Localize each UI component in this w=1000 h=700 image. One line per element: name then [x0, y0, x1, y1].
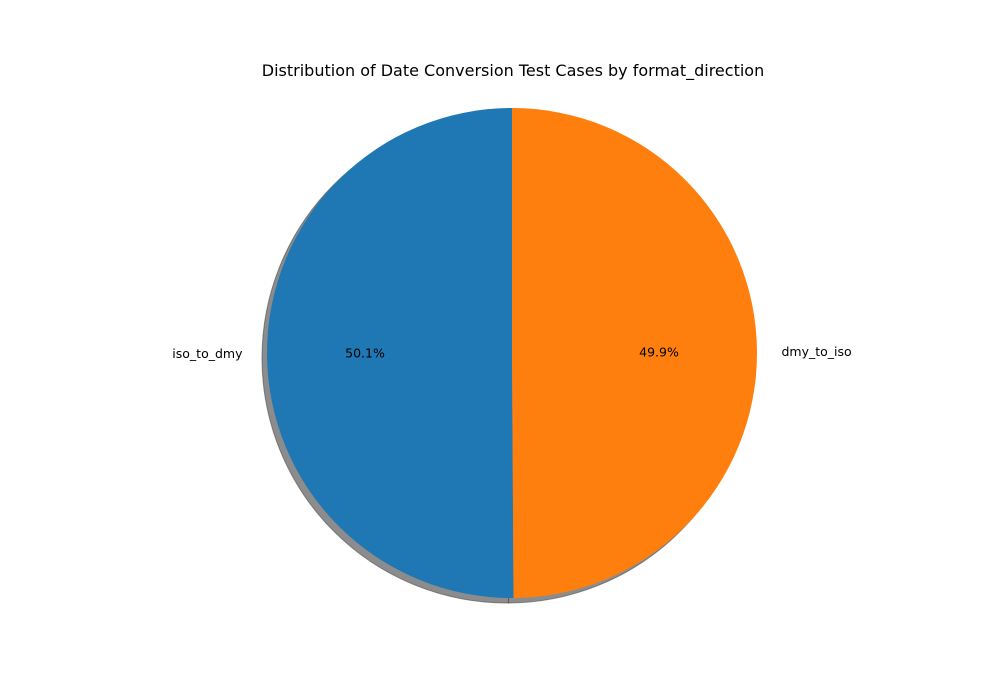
slice-percent-label: 50.1% — [345, 345, 385, 360]
pie-slices — [267, 108, 758, 598]
pie-slice-dmy-to-iso — [512, 108, 758, 598]
chart-title: Distribution of Date Conversion Test Cas… — [262, 61, 764, 81]
pie-labels: iso_to_dmy 50.1% dmy_to_iso 49.9% — [172, 344, 851, 361]
pie-slice-iso-to-dmy — [267, 108, 514, 598]
slice-label: dmy_to_iso — [781, 344, 851, 359]
slice-percent-label: 49.9% — [639, 345, 679, 360]
slice-label: iso_to_dmy — [172, 346, 243, 361]
